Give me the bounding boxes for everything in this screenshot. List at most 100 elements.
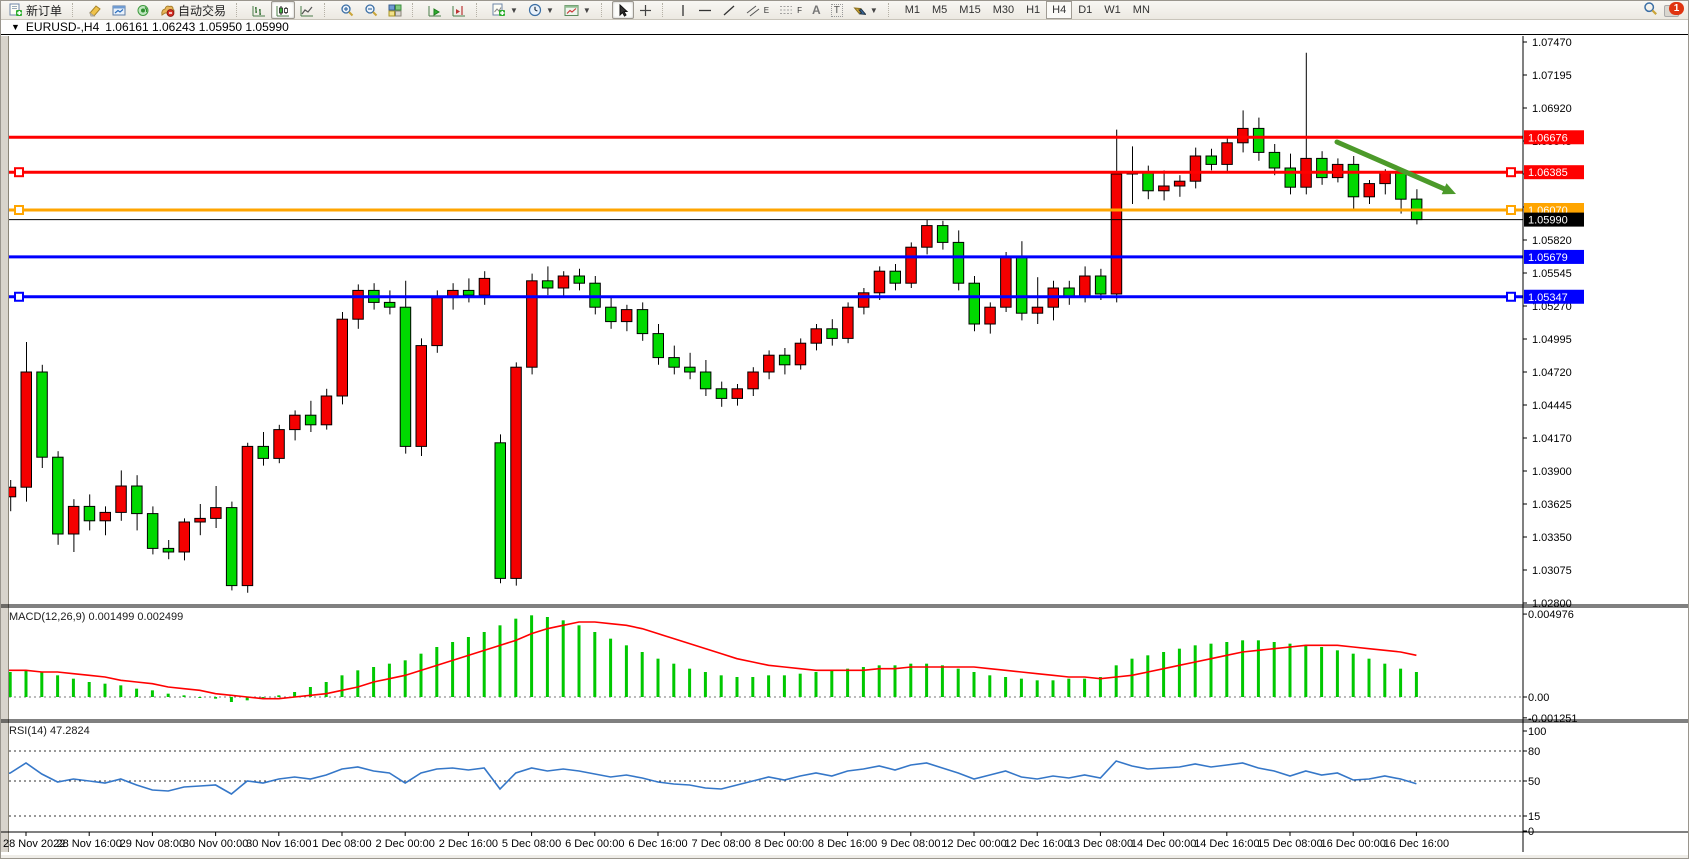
timeframe-button-d1[interactable]: D1: [1078, 4, 1093, 16]
market-watch-icon: [112, 4, 126, 17]
svg-text:1.06676: 1.06676: [1528, 132, 1568, 144]
timeframe-button-w1[interactable]: W1: [1104, 4, 1121, 16]
macd-bar: [656, 658, 660, 697]
svg-text:1.06385: 1.06385: [1528, 167, 1568, 179]
auto-scroll-button[interactable]: [423, 1, 447, 19]
profiles-dropdown[interactable]: ▼: [523, 1, 559, 19]
chevron-down-icon: ▼: [11, 22, 20, 32]
chart-title-bar[interactable]: ▼ EURUSD-,H4 1.06161 1.06243 1.05950 1.0…: [1, 20, 1688, 35]
candlestick-series[interactable]: [1, 52, 1423, 593]
hline-handle[interactable]: [14, 167, 24, 178]
market-watch-button[interactable]: [107, 1, 131, 19]
timeframe-button-m30[interactable]: M30: [992, 4, 1015, 16]
chart-shift-button[interactable]: [447, 1, 471, 19]
macd-bar: [956, 668, 960, 697]
new-chart-dropdown[interactable]: ▼: [487, 1, 523, 19]
macd-bar: [277, 695, 281, 697]
candle: [336, 318, 348, 397]
signals-button[interactable]: [131, 1, 155, 19]
svg-text:15: 15: [1528, 811, 1540, 823]
svg-text:80: 80: [1528, 746, 1540, 758]
macd-signal-line: [9, 621, 1417, 700]
hline-handle[interactable]: [14, 205, 24, 215]
zoom-in-icon: [340, 3, 354, 17]
macd-bar: [846, 668, 850, 697]
svg-text:1 Dec 08:00: 1 Dec 08:00: [312, 838, 371, 850]
timeframe-button-m5[interactable]: M5: [932, 4, 948, 16]
zoom-in-button[interactable]: [335, 1, 359, 19]
macd-bar: [119, 685, 123, 697]
line-chart-mode-button[interactable]: [295, 1, 319, 19]
styler-button[interactable]: [83, 1, 107, 19]
svg-text:16 Dec 00:00: 16 Dec 00:00: [1320, 838, 1385, 850]
fibonacci-tool[interactable]: F: [774, 1, 807, 19]
zoom-out-button[interactable]: [359, 1, 383, 19]
horizontal-line-tool[interactable]: [693, 1, 717, 19]
timeframe-button-mn[interactable]: MN: [1132, 4, 1150, 16]
candle: [20, 371, 32, 488]
macd-bar: [545, 616, 549, 697]
timeframe-button-m15[interactable]: M15: [959, 4, 981, 16]
macd-bar: [403, 660, 407, 697]
templates-dropdown[interactable]: ▼: [559, 1, 596, 19]
hline-handle[interactable]: [1506, 205, 1516, 215]
trend-arrow-annotation[interactable]: [1334, 139, 1456, 195]
macd-bar: [340, 675, 344, 697]
crosshair-tool-button[interactable]: [634, 1, 657, 19]
equidistant-channel-tool[interactable]: E: [741, 1, 774, 19]
candle: [936, 225, 949, 243]
arrows-dropdown[interactable]: ▼: [848, 1, 883, 19]
price-badge-1.05679: 1.05679: [1524, 249, 1584, 264]
candle: [1000, 256, 1012, 308]
candle: [1221, 142, 1233, 165]
candle: [1395, 171, 1407, 200]
macd-bar: [672, 663, 676, 697]
bar-chart-mode-button[interactable]: [247, 1, 271, 19]
candle: [668, 357, 680, 368]
price-chart-svg[interactable]: 1.074701.071951.069201.066451.063701.060…: [1, 36, 1689, 859]
autotrading-button[interactable]: 自动交易: [155, 1, 231, 19]
text-label-tool[interactable]: T: [826, 1, 848, 19]
candle: [194, 517, 206, 523]
text-tool[interactable]: A: [807, 1, 826, 19]
price-badge-1.05347: 1.05347: [1524, 289, 1584, 304]
new-chart-icon: [492, 3, 506, 17]
macd-bar: [1193, 645, 1197, 697]
timeframe-button-h4[interactable]: H4: [1046, 1, 1073, 19]
candle: [699, 371, 712, 390]
svg-text:12 Dec 00:00: 12 Dec 00:00: [941, 838, 1006, 850]
cursor-icon: [617, 3, 629, 17]
hline-handle[interactable]: [1506, 291, 1516, 302]
candle: [478, 277, 491, 296]
timeframe-button-h1[interactable]: H1: [1026, 4, 1041, 16]
macd-bar: [767, 675, 771, 697]
macd-bar: [972, 671, 976, 697]
hline-handle[interactable]: [1506, 167, 1516, 178]
svg-text:30 Nov 00:00: 30 Nov 00:00: [183, 838, 248, 850]
candle: [1268, 151, 1281, 169]
svg-text:14 Dec 00:00: 14 Dec 00:00: [1131, 838, 1196, 850]
new-order-button[interactable]: 新订单: [4, 1, 67, 19]
channel-icon: [746, 4, 761, 17]
tile-windows-button[interactable]: [383, 1, 407, 19]
notifications-button[interactable]: 1: [1664, 1, 1684, 18]
candle: [178, 521, 190, 553]
svg-text:1.04445: 1.04445: [1532, 400, 1572, 412]
timeframe-button-m1[interactable]: M1: [904, 4, 921, 16]
fibo-glyph: F: [797, 5, 803, 15]
candlestick-mode-button[interactable]: [271, 1, 296, 19]
candle: [1031, 306, 1044, 314]
hline-handle[interactable]: [14, 291, 24, 302]
cursor-tool-button[interactable]: [611, 1, 634, 19]
vertical-line-tool[interactable]: [673, 1, 693, 19]
svg-text:12 Dec 16:00: 12 Dec 16:00: [1004, 838, 1069, 850]
horizontal-line-objects[interactable]: [9, 135, 1523, 302]
search-icon[interactable]: [1643, 1, 1658, 19]
candle: [1094, 275, 1107, 295]
chart-area[interactable]: 1.074701.071951.069201.066451.063701.060…: [1, 36, 1689, 859]
dropdown-caret-icon: ▼: [545, 5, 554, 15]
macd-bar: [1304, 645, 1308, 697]
macd-bar: [593, 631, 597, 697]
trendline-tool[interactable]: [717, 1, 741, 19]
